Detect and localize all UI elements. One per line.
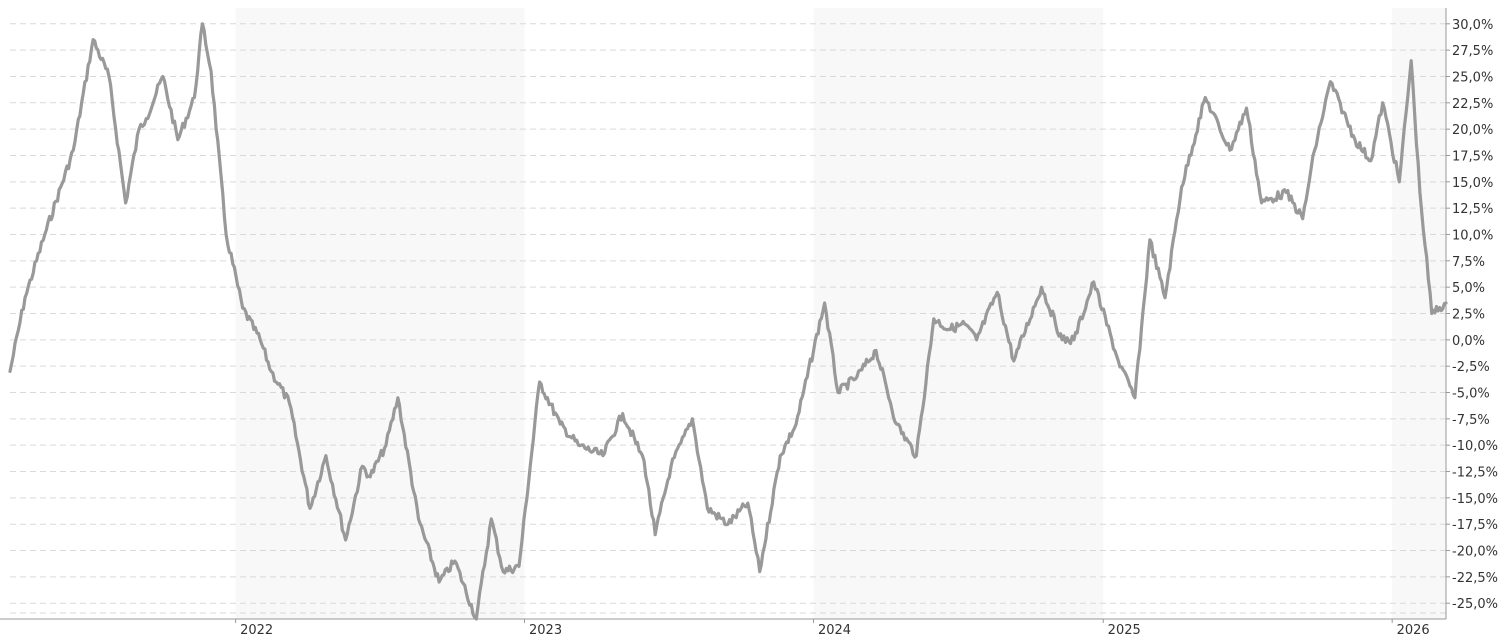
x-tick-label: 2026 <box>1397 623 1430 634</box>
y-tick-label: -5,0% <box>1452 387 1490 402</box>
y-tick-label: 20,0% <box>1452 123 1493 138</box>
y-tick-label: -22,5% <box>1452 571 1498 586</box>
x-tick-label: 2024 <box>818 623 851 634</box>
y-tick-label: -7,5% <box>1452 413 1490 428</box>
y-tick-label: 12,5% <box>1452 202 1493 217</box>
y-tick-label: -10,0% <box>1452 439 1498 454</box>
y-tick-label: -15,0% <box>1452 492 1498 507</box>
x-tick-label: 2023 <box>529 623 562 634</box>
y-tick-label: 0,0% <box>1452 334 1485 349</box>
y-tick-label: 30,0% <box>1452 18 1493 33</box>
y-tick-label: 7,5% <box>1452 255 1485 270</box>
x-axis-tick-labels: 2022 2023 2024 2025 2026 <box>235 619 1430 634</box>
series-group <box>8 22 1448 621</box>
y-tick-label: 10,0% <box>1452 228 1493 243</box>
axes <box>0 8 1447 620</box>
y-tick-label: 5,0% <box>1452 281 1485 296</box>
y-tick-label: -12,5% <box>1452 466 1498 481</box>
horizontal-gridlines <box>10 23 1450 614</box>
y-tick-label: 27,5% <box>1452 44 1493 59</box>
y-tick-label: 25,0% <box>1452 70 1493 85</box>
x-tick-label: 2022 <box>240 623 273 634</box>
year-band-2024 <box>813 8 1104 619</box>
y-axis-tick-labels: 30,0% 27,5% 25,0% 22,5% 20,0% 17,5% 15,0% 12,5%… <box>1452 18 1498 612</box>
y-tick-label: -17,5% <box>1452 518 1498 533</box>
y-tick-label: -20,0% <box>1452 545 1498 560</box>
y-tick-label: 2,5% <box>1452 308 1485 323</box>
y-tick-label: -25,0% <box>1452 597 1498 612</box>
x-tick-label: 2025 <box>1108 623 1141 634</box>
series-line <box>8 22 1448 621</box>
y-tick-label: -2,5% <box>1452 360 1490 375</box>
y-tick-label: 15,0% <box>1452 176 1493 191</box>
y-tick-label: 17,5% <box>1452 149 1493 164</box>
y-tick-label: 22,5% <box>1452 97 1493 112</box>
